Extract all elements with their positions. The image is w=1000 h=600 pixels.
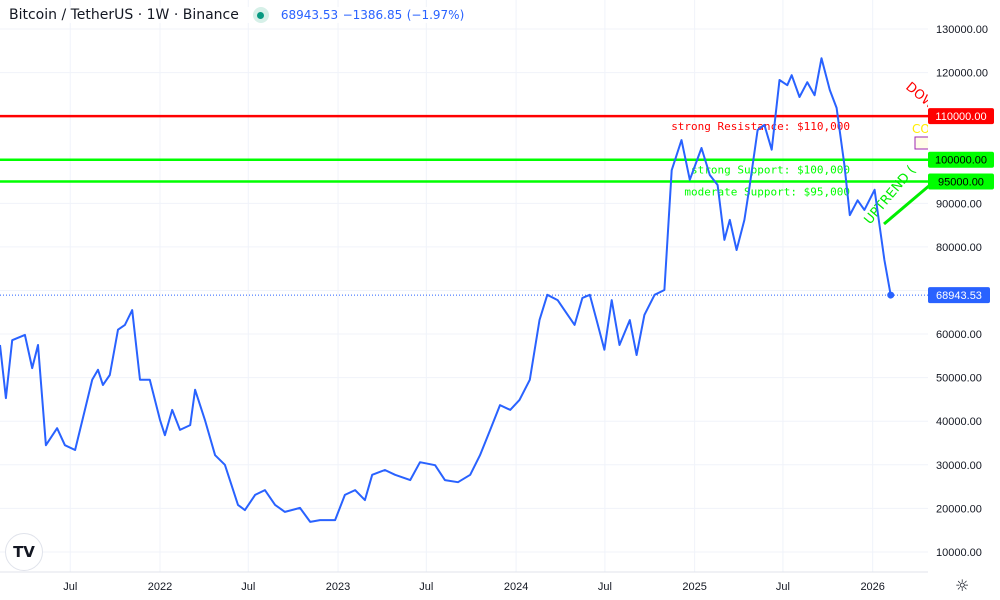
y-tick-label: 10000.00 xyxy=(936,547,982,559)
x-tick-label: 2024 xyxy=(504,581,528,593)
price-change-pct: (−1.97%) xyxy=(406,8,465,22)
x-tick-label: 2022 xyxy=(148,581,172,593)
symbol-title[interactable]: Bitcoin / TetherUS · 1W · Binance xyxy=(9,7,239,23)
annotation-box xyxy=(914,136,928,150)
y-tick-label: 80000.00 xyxy=(936,242,982,254)
downtrend-label: DOW xyxy=(902,80,937,113)
y-tick-label: 130000.00 xyxy=(936,24,988,36)
x-tick-label: Jul xyxy=(419,581,433,593)
y-tick-label: 60000.00 xyxy=(936,329,982,341)
last-price: 68943.53 xyxy=(280,8,339,22)
last-price-dot xyxy=(887,291,895,299)
y-tick-label: 30000.00 xyxy=(936,460,982,472)
x-tick-label: 2026 xyxy=(860,581,884,593)
y-tick-label: 120000.00 xyxy=(936,68,988,80)
y-tick-label: 40000.00 xyxy=(936,416,982,428)
tradingview-logo[interactable]: TV xyxy=(5,533,43,571)
level-price-badge xyxy=(928,173,994,190)
y-tick-label: 20000.00 xyxy=(936,503,982,515)
x-tick-label: Jul xyxy=(63,581,77,593)
x-tick-label: 2023 xyxy=(326,581,350,593)
level-price-badge xyxy=(928,151,994,168)
last-price-badge xyxy=(928,287,990,304)
level-price-badge xyxy=(928,108,994,125)
market-status-icon xyxy=(252,7,269,23)
settings-gear-icon[interactable]: ☼ xyxy=(955,576,970,595)
last-price-badge-label: 68943.53 xyxy=(936,290,982,302)
y-tick-label: 50000.00 xyxy=(936,373,982,385)
y-tick-label: 90000.00 xyxy=(936,198,982,210)
uptrend-line xyxy=(883,184,928,226)
chart-header: Bitcoin / TetherUS · 1W · Binance 68943.… xyxy=(9,7,465,23)
x-tick-label: Jul xyxy=(776,581,790,593)
level-label: strong Support: $100,000 xyxy=(691,164,850,177)
x-tick-label: 2025 xyxy=(682,581,706,593)
level-label: moderate Support: $95,000 xyxy=(684,186,850,199)
x-tick-label: Jul xyxy=(598,581,612,593)
level-price-badge-label: 100000.00 xyxy=(935,155,987,167)
price-line xyxy=(0,57,892,523)
level-price-badge-label: 110000.00 xyxy=(935,111,986,123)
level-price-badge-label: 95000.00 xyxy=(938,177,984,189)
price-change: −1386.85 xyxy=(342,8,403,22)
yellow-annotation-label: CO xyxy=(912,122,930,136)
x-tick-label: Jul xyxy=(241,581,255,593)
